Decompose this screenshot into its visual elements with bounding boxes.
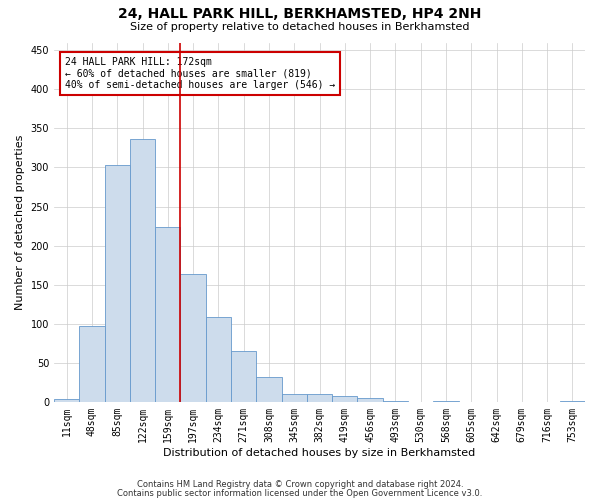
Y-axis label: Number of detached properties: Number of detached properties	[15, 134, 25, 310]
Bar	[332, 396, 358, 402]
Bar	[560, 401, 585, 402]
Bar	[383, 401, 408, 402]
Text: 24, HALL PARK HILL, BERKHAMSTED, HP4 2NH: 24, HALL PARK HILL, BERKHAMSTED, HP4 2NH	[118, 8, 482, 22]
Bar	[433, 401, 458, 402]
Bar	[54, 400, 79, 402]
Text: 24 HALL PARK HILL: 172sqm
← 60% of detached houses are smaller (819)
40% of semi: 24 HALL PARK HILL: 172sqm ← 60% of detac…	[65, 57, 335, 90]
Bar	[281, 394, 307, 402]
Bar	[79, 326, 104, 402]
X-axis label: Distribution of detached houses by size in Berkhamsted: Distribution of detached houses by size …	[163, 448, 476, 458]
Bar	[231, 351, 256, 402]
Bar	[155, 227, 181, 402]
Bar	[358, 398, 383, 402]
Bar	[307, 394, 332, 402]
Bar	[256, 377, 281, 402]
Bar	[206, 316, 231, 402]
Text: Contains HM Land Registry data © Crown copyright and database right 2024.: Contains HM Land Registry data © Crown c…	[137, 480, 463, 489]
Bar	[181, 274, 206, 402]
Text: Size of property relative to detached houses in Berkhamsted: Size of property relative to detached ho…	[130, 22, 470, 32]
Text: Contains public sector information licensed under the Open Government Licence v3: Contains public sector information licen…	[118, 488, 482, 498]
Bar	[104, 165, 130, 402]
Bar	[130, 138, 155, 402]
